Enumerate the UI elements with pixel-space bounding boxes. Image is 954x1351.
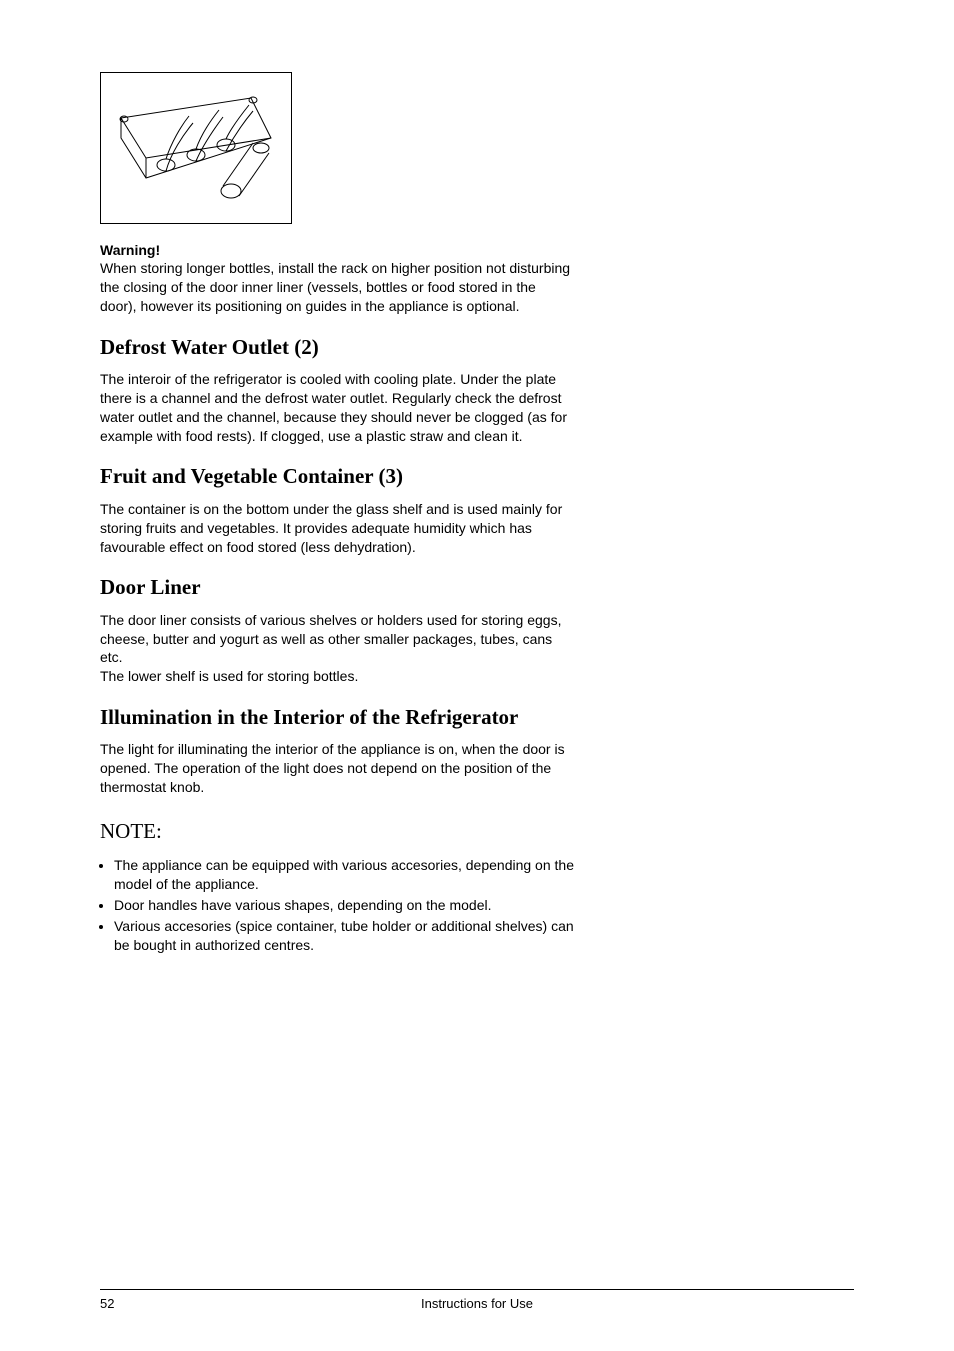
list-item: The appliance can be equipped with vario…: [114, 856, 575, 894]
note-list: The appliance can be equipped with vario…: [100, 856, 575, 954]
note-heading: NOTE:: [100, 819, 575, 844]
section-body-defrost: The interoir of the refrigerator is cool…: [100, 370, 575, 446]
page-footer: 52 Instructions for Use: [100, 1289, 854, 1311]
section-title-fruitveg: Fruit and Vegetable Container (3): [100, 463, 575, 489]
section-title-doorliner: Door Liner: [100, 574, 575, 600]
section-body-illumination: The light for illuminating the interior …: [100, 740, 575, 797]
section-title-defrost: Defrost Water Outlet (2): [100, 334, 575, 360]
section-body-doorliner: The door liner consists of various shelv…: [100, 611, 575, 687]
list-item: Door handles have various shapes, depend…: [114, 896, 575, 915]
page: Warning! When storing longer bottles, in…: [0, 0, 954, 1013]
list-item: Various accesories (spice container, tub…: [114, 917, 575, 955]
footer-title: Instructions for Use: [421, 1296, 533, 1311]
main-column: Warning! When storing longer bottles, in…: [100, 72, 575, 955]
bottle-rack-icon: [111, 83, 281, 213]
page-number: 52: [100, 1296, 114, 1311]
bottle-rack-figure: [100, 72, 292, 224]
warning-heading: Warning!: [100, 242, 575, 258]
warning-body: When storing longer bottles, install the…: [100, 259, 575, 316]
section-title-illumination: Illumination in the Interior of the Refr…: [100, 704, 575, 730]
section-body-fruitveg: The container is on the bottom under the…: [100, 500, 575, 557]
